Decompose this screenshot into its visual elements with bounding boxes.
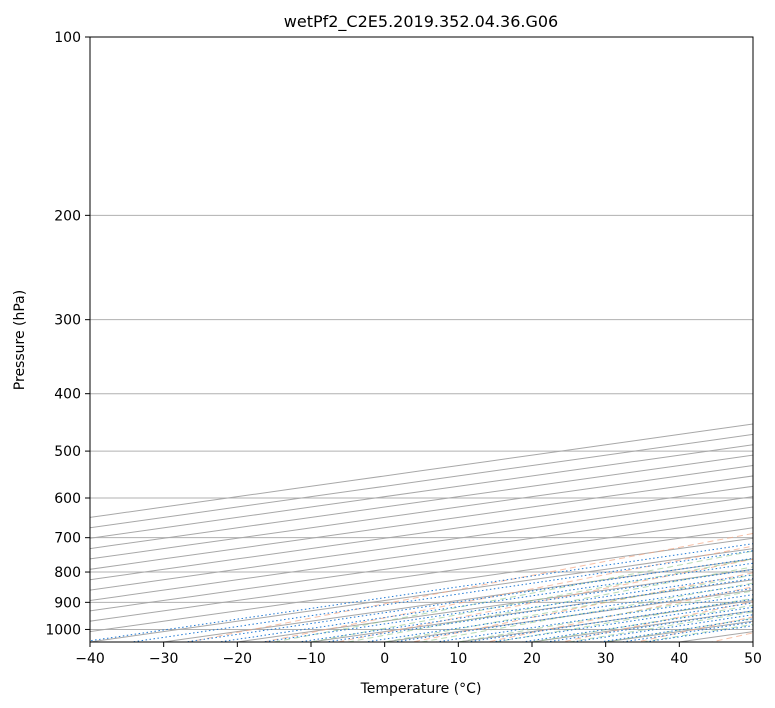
mixing-ratio-line	[619, 621, 753, 642]
x-axis-title: Temperature (°C)	[360, 681, 482, 697]
x-tick-label: 0	[380, 651, 389, 667]
x-tick-label: −40	[75, 651, 105, 667]
y-tick-label: 500	[54, 444, 81, 460]
y-tick-label: 700	[54, 531, 81, 547]
mixing-ratio-line	[596, 618, 753, 642]
x-tick-label: −20	[223, 651, 253, 667]
y-tick-label: 200	[54, 208, 81, 224]
isotherm-line	[90, 548, 753, 642]
y-axis-title: Pressure (hPa)	[12, 290, 28, 390]
isotherm-line	[90, 475, 753, 570]
isotherm-line	[307, 579, 753, 642]
isotherm-line	[90, 444, 753, 539]
isotherm-line	[233, 568, 753, 642]
y-tick-label: 900	[54, 595, 81, 611]
isotherm-line	[90, 485, 753, 581]
chart-title: wetPf2_C2E5.2019.352.04.36.G06	[284, 12, 558, 32]
moist-adiabat-line	[347, 566, 753, 642]
y-tick-label: 100	[54, 30, 81, 46]
mixing-ratio-line	[361, 583, 753, 642]
isotherm-line	[90, 527, 753, 622]
isotherm-line	[90, 496, 753, 591]
mixing-ratio-line	[259, 568, 753, 642]
dry-adiabat-line	[559, 601, 753, 642]
mixing-ratio-line	[295, 574, 753, 642]
isotherm-line	[90, 433, 753, 529]
plot-frame	[89, 36, 754, 643]
isotherm-line	[159, 558, 753, 642]
isotherm-line	[90, 423, 753, 518]
y-tick-label: 400	[54, 387, 81, 403]
x-tick-label: −10	[296, 651, 326, 667]
dry-adiabat-line	[186, 532, 753, 642]
y-tick-label: 800	[54, 565, 81, 581]
dry-adiabat-line	[335, 558, 753, 642]
tick-layer: −40 −30 −20 −10 0 10 20 30 40 50 100 200 300 400 500 60…	[45, 30, 762, 667]
x-tick-label: 20	[523, 651, 541, 667]
x-tick-label: −30	[149, 651, 179, 667]
y-tick-label: 1000	[45, 622, 81, 638]
guide-lines-layer	[90, 532, 753, 642]
isotherm-line	[90, 537, 753, 633]
x-tick-label: 50	[744, 651, 762, 667]
moist-adiabat-line	[421, 582, 753, 642]
isotherm-line	[90, 465, 753, 560]
mixing-ratio-line	[182, 557, 753, 642]
mixing-ratio-line	[322, 578, 753, 642]
moist-adiabat-line	[495, 597, 753, 642]
mixing-ratio-line	[641, 625, 753, 642]
isotherm-line	[90, 454, 753, 550]
x-tick-label: 30	[597, 651, 615, 667]
isotherm-line	[528, 610, 753, 642]
x-tick-label: 40	[670, 651, 688, 667]
y-tick-label: 600	[54, 491, 81, 507]
dry-adiabat-line	[410, 572, 753, 642]
x-tick-label: 10	[449, 651, 467, 667]
y-tick-label: 300	[54, 313, 81, 329]
